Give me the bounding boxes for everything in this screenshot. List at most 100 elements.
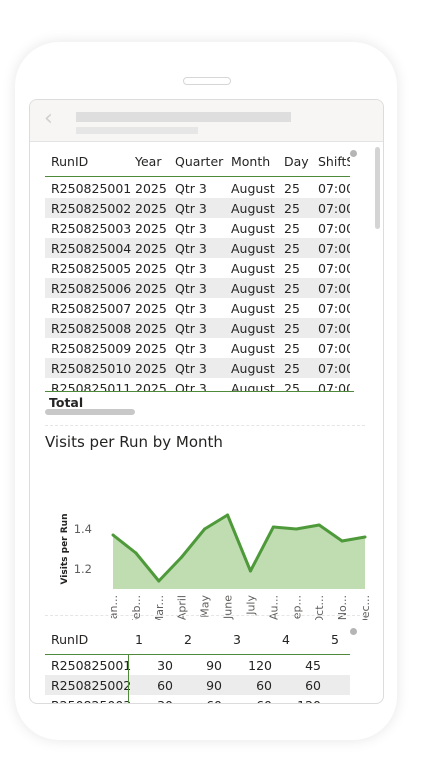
matrix-col-header-3[interactable]: 3 [233,632,241,647]
table-cell: Qtr 3 [175,361,207,376]
table-cell: 60 [256,678,272,693]
table-cell: R250825010 [51,361,132,376]
runs-table: RunID Year Quarter Month Day ShiftS R250… [45,144,350,391]
table-cell: 25 [284,301,300,316]
series-line [112,513,366,583]
table-cell: Qtr 3 [175,381,207,391]
table-cell: 120 [297,698,321,703]
x-tick-label: Oct... [313,595,326,620]
horizontal-scrollbar[interactable] [45,409,135,415]
matrix-col-header-5[interactable]: 5 [331,632,339,647]
table-cell: 60 [256,698,272,703]
matrix-table: RunID 1 2 3 4 5 R250825001 30 90 120 45 R2508… [45,620,350,703]
matrix-row-header-divider [128,655,129,703]
table-cell: August [231,241,275,256]
matrix-col-header-4[interactable]: 4 [282,632,290,647]
table-cell: R250825004 [51,241,132,256]
x-tick-label: Jan... [107,595,120,620]
table-cell: 25 [284,181,300,196]
table-row[interactable]: R250825002 60 90 60 60 [45,675,350,695]
matrix-col-header-2[interactable]: 2 [184,632,192,647]
y-tick-label: 1.4 [74,522,92,536]
table-cell: R250825003 [51,698,131,703]
table-cell: 2025 [135,381,167,391]
data-point[interactable] [248,569,252,573]
data-point[interactable] [271,525,275,529]
col-header-month[interactable]: Month [231,154,271,169]
phone-frame: ‹ RunID Year Quarter Month Day ShiftS R2… [15,42,397,740]
table-cell: 90 [206,658,222,673]
data-point[interactable] [111,533,115,537]
table-row[interactable]: R250825003 30 60 60 120 [45,695,350,703]
table-cell: 90 [206,678,222,693]
table-cell: 2025 [135,201,167,216]
report-screen: ‹ RunID Year Quarter Month Day ShiftS R2… [29,99,384,704]
table-cell: 25 [284,281,300,296]
col-header-year[interactable]: Year [135,154,162,169]
table-cell: 2025 [135,301,167,316]
table-cell: 25 [284,381,300,391]
x-tick-label: Sep... [290,595,303,620]
table-cell: 25 [284,321,300,336]
table-cell: 07:00 [318,361,350,376]
table-cell: 2025 [135,241,167,256]
more-options-icon[interactable] [350,628,357,635]
data-point[interactable] [340,539,344,543]
table-cell: R250825006 [51,281,132,296]
table-cell: 07:00 [318,301,350,316]
data-point[interactable] [294,527,298,531]
x-tick-label: No... [336,595,349,620]
data-point[interactable] [363,535,367,539]
matrix-col-header-runid[interactable]: RunID [51,632,89,647]
matrix-col-header-1[interactable]: 1 [135,632,143,647]
col-header-shift[interactable]: ShiftS [318,154,350,169]
data-point[interactable] [180,555,184,559]
table-cell: R250825008 [51,321,132,336]
table-cell: Qtr 3 [175,281,207,296]
data-point[interactable] [157,579,161,583]
table-cell: 07:00 [318,381,350,391]
table-cell: August [231,321,275,336]
table-cell: 25 [284,201,300,216]
table-cell: 07:00 [318,241,350,256]
x-tick-label: Dec... [359,595,372,620]
data-point[interactable] [226,513,230,517]
table-cell: R250825011 [51,381,132,391]
col-header-runid[interactable]: RunID [51,154,89,169]
table-cell: Qtr 3 [175,221,207,236]
y-axis-label: Visits per Run [60,514,70,585]
data-point[interactable] [317,523,321,527]
more-options-icon[interactable] [350,150,357,157]
data-point[interactable] [134,551,138,555]
table-cell: August [231,281,275,296]
table-row[interactable]: R250825001 30 90 120 45 [45,655,350,675]
table-total-label: Total [45,391,354,410]
phone-speaker [183,77,231,85]
title-placeholder [76,112,291,122]
table-cell: Qtr 3 [175,301,207,316]
table-cell: 45 [305,658,321,673]
col-header-quarter[interactable]: Quarter [175,154,224,169]
vertical-scrollbar[interactable] [375,147,380,229]
table-cell: 07:00 [318,201,350,216]
table-cell: R250825001 [51,181,132,196]
table-cell: 25 [284,221,300,236]
table-cell: 07:00 [318,221,350,236]
col-header-day[interactable]: Day [284,154,309,169]
table-cell: August [231,301,275,316]
table-cell: August [231,381,275,391]
back-arrow-icon[interactable]: ‹ [44,106,53,131]
data-point[interactable] [203,527,207,531]
table-cell: 07:00 [318,261,350,276]
